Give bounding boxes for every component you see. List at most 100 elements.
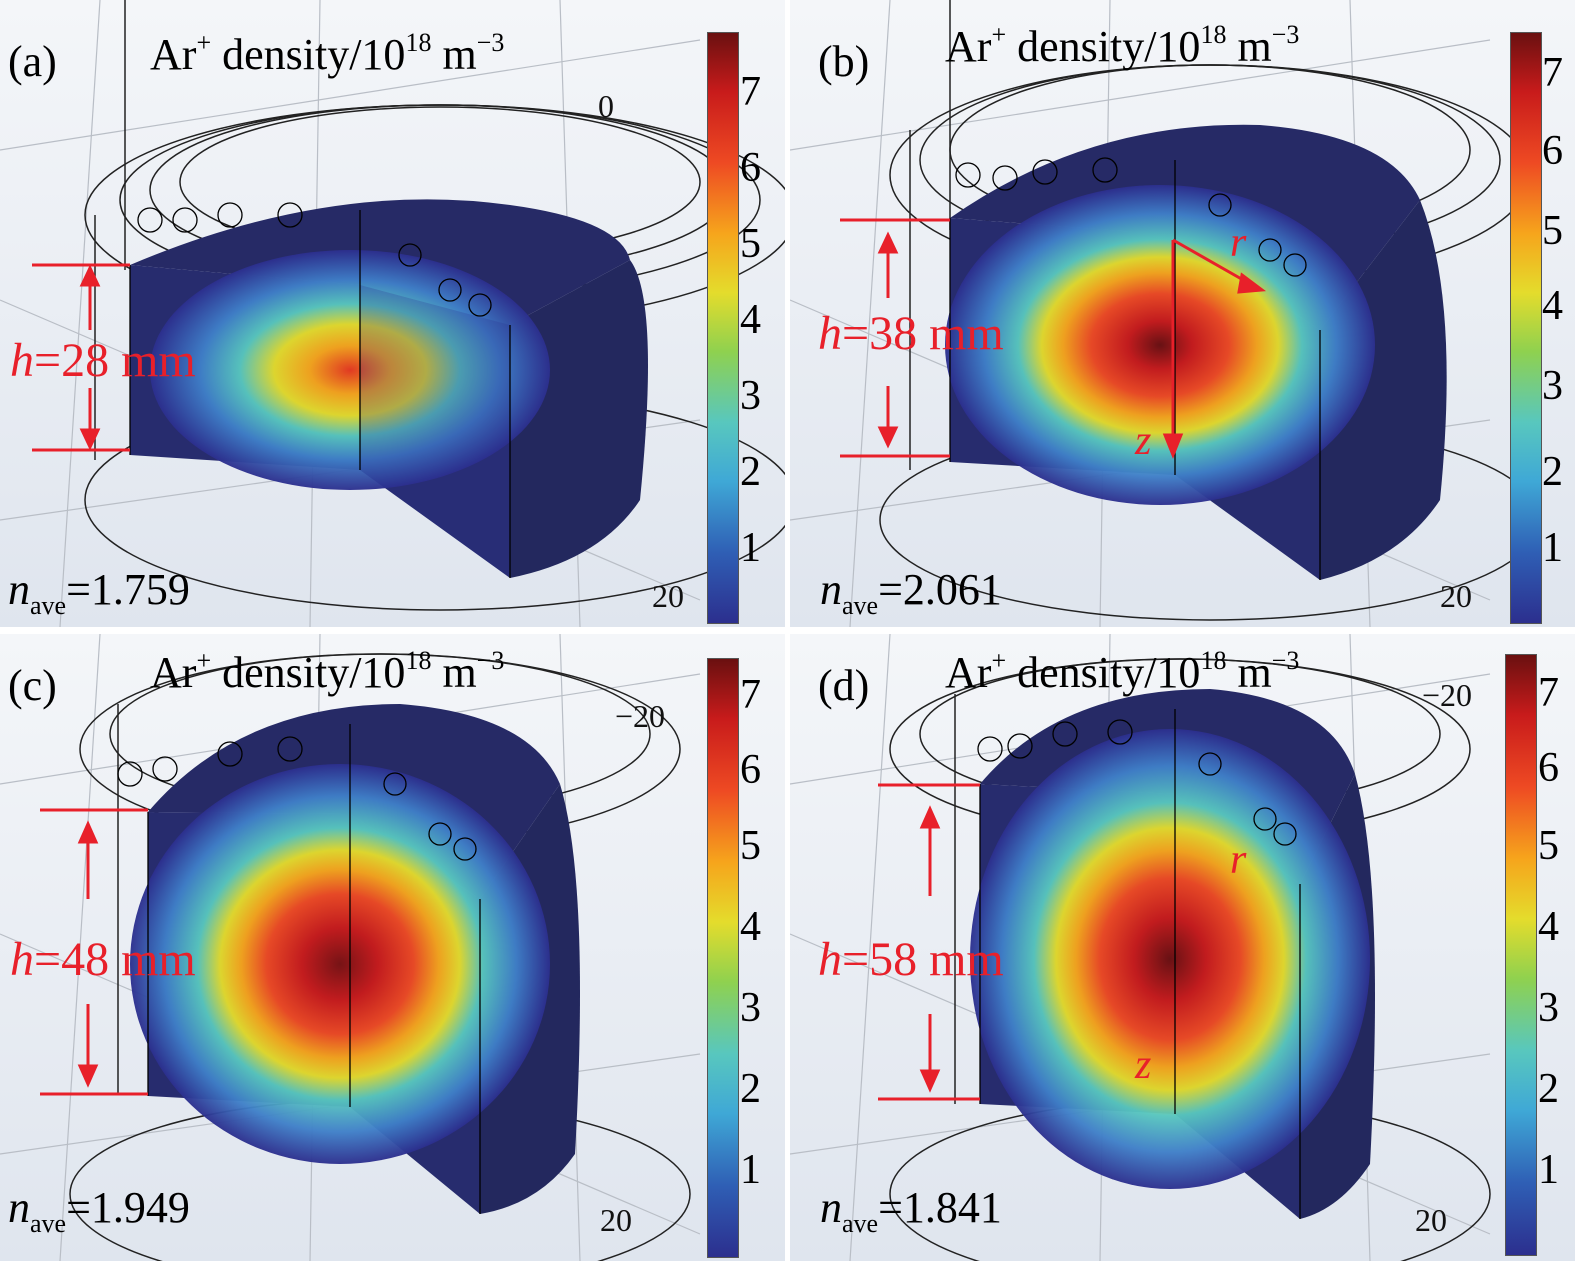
axis-tick-top: −20 bbox=[615, 698, 666, 734]
colorbar-tick: 5 bbox=[1542, 208, 1563, 254]
title-mid: density/10 bbox=[211, 30, 406, 79]
colorbar bbox=[707, 658, 739, 1258]
n-sub: ave bbox=[30, 1209, 67, 1238]
panel-title: Ar+ density/1018 m−3 bbox=[945, 648, 1299, 695]
colorbar-tick: 4 bbox=[740, 904, 761, 950]
colorbar bbox=[1505, 654, 1537, 1256]
title-mid: density/10 bbox=[1006, 648, 1201, 697]
panel-title: Ar+ density/1018 m−3 bbox=[150, 648, 504, 695]
title-prefix: Ar bbox=[945, 648, 992, 697]
axis-tick-top: −20 bbox=[1422, 677, 1473, 713]
colorbar-tick: 1 bbox=[1538, 1147, 1559, 1193]
z-axis-label: z bbox=[1135, 1042, 1152, 1088]
colorbar-tick: 5 bbox=[1538, 823, 1559, 869]
title-exp: 18 bbox=[1200, 20, 1227, 49]
density-render-a bbox=[0, 0, 785, 627]
colorbar-tick: 1 bbox=[740, 1147, 761, 1193]
density-render-b bbox=[790, 0, 1575, 627]
n-value: =1.841 bbox=[878, 1183, 1002, 1232]
n-symbol: n bbox=[8, 1183, 30, 1232]
axis-tick-bottom: 20 bbox=[600, 1202, 632, 1238]
h-value: =48 mm bbox=[34, 933, 196, 986]
panel-label: (c) bbox=[8, 661, 57, 710]
title-unit: m bbox=[1226, 648, 1272, 697]
colorbar-tick: 5 bbox=[740, 221, 761, 267]
colorbar-tick: 6 bbox=[740, 145, 761, 191]
title-exp: 18 bbox=[1200, 646, 1227, 675]
r-axis-label: r bbox=[1230, 220, 1247, 266]
colorbar-tick: 7 bbox=[1542, 50, 1563, 96]
h-value: =28 mm bbox=[34, 334, 196, 387]
title-sup: + bbox=[991, 646, 1007, 675]
title-exp: 18 bbox=[405, 28, 432, 57]
n-symbol: n bbox=[8, 565, 30, 614]
colorbar-tick: 1 bbox=[740, 525, 761, 571]
colorbar-tick: 4 bbox=[1542, 283, 1563, 329]
colorbar-tick: 5 bbox=[740, 823, 761, 869]
title-sup: + bbox=[196, 646, 212, 675]
n-value: =2.061 bbox=[878, 565, 1002, 614]
title-unit-exp: −3 bbox=[476, 646, 505, 675]
h-symbol: h bbox=[10, 334, 34, 387]
n-symbol: n bbox=[820, 1183, 842, 1232]
title-exp: 18 bbox=[405, 646, 432, 675]
colorbar-tick: 4 bbox=[740, 297, 761, 343]
colorbar-tick: 7 bbox=[1538, 670, 1559, 716]
average-density-label: nave=1.841 bbox=[820, 1186, 1002, 1237]
title-prefix: Ar bbox=[945, 22, 992, 71]
colorbar-tick: 2 bbox=[1542, 449, 1563, 495]
h-value: =38 mm bbox=[842, 307, 1004, 360]
panel-label: (d) bbox=[818, 661, 870, 710]
title-sup: + bbox=[196, 28, 212, 57]
colorbar-tick: 3 bbox=[740, 373, 761, 419]
title-unit: m bbox=[431, 30, 477, 79]
axis-tick-bottom: 20 bbox=[1415, 1202, 1447, 1238]
colorbar bbox=[1510, 32, 1542, 624]
title-prefix: Ar bbox=[150, 30, 197, 79]
colorbar-tick: 6 bbox=[1542, 128, 1563, 174]
n-sub: ave bbox=[842, 1209, 879, 1238]
n-value: =1.949 bbox=[66, 1183, 190, 1232]
h-symbol: h bbox=[10, 933, 34, 986]
r-axis-label: r bbox=[1230, 837, 1247, 883]
density-render-c bbox=[0, 634, 785, 1261]
average-density-label: nave=1.949 bbox=[8, 1186, 190, 1237]
colorbar-tick: 7 bbox=[740, 69, 761, 115]
title-unit: m bbox=[431, 648, 477, 697]
colorbar-tick: 6 bbox=[740, 747, 761, 793]
panel-label: (b) bbox=[818, 37, 870, 86]
colorbar bbox=[707, 32, 739, 624]
axis-tick-bottom: 20 bbox=[652, 578, 684, 614]
title-sup: + bbox=[991, 20, 1007, 49]
title-mid: density/10 bbox=[211, 648, 406, 697]
panel-b: (b) Ar+ density/1018 m−3 h=38 mm r z nav… bbox=[790, 0, 1575, 627]
colorbar-tick: 3 bbox=[740, 985, 761, 1031]
h-symbol: h bbox=[818, 307, 842, 360]
axis-tick-bottom: 20 bbox=[1440, 578, 1472, 614]
colorbar-tick: 3 bbox=[1538, 985, 1559, 1031]
colorbar-tick: 4 bbox=[1538, 904, 1559, 950]
panel-title: Ar+ density/1018 m−3 bbox=[945, 22, 1299, 69]
height-label: h=58 mm bbox=[818, 936, 1004, 984]
title-prefix: Ar bbox=[150, 648, 197, 697]
panel-title: Ar+ density/1018 m−3 bbox=[150, 30, 504, 77]
n-sub: ave bbox=[842, 591, 879, 620]
title-unit-exp: −3 bbox=[1271, 20, 1300, 49]
h-symbol: h bbox=[818, 933, 842, 986]
height-label: h=38 mm bbox=[818, 310, 1004, 358]
n-sub: ave bbox=[30, 591, 67, 620]
height-label: h=48 mm bbox=[10, 936, 196, 984]
title-unit: m bbox=[1226, 22, 1272, 71]
colorbar-tick: 7 bbox=[740, 672, 761, 718]
n-value: =1.759 bbox=[66, 565, 190, 614]
title-unit-exp: −3 bbox=[476, 28, 505, 57]
panel-d: (d) Ar+ density/1018 m−3 h=58 mm r z nav… bbox=[790, 634, 1575, 1261]
z-axis-label: z bbox=[1135, 418, 1152, 464]
colorbar-tick: 2 bbox=[1538, 1066, 1559, 1112]
colorbar-tick: 3 bbox=[1542, 363, 1563, 409]
colorbar-tick: 6 bbox=[1538, 745, 1559, 791]
title-mid: density/10 bbox=[1006, 22, 1201, 71]
average-density-label: nave=2.061 bbox=[820, 568, 1002, 619]
colorbar-tick: 2 bbox=[740, 449, 761, 495]
average-density-label: nave=1.759 bbox=[8, 568, 190, 619]
